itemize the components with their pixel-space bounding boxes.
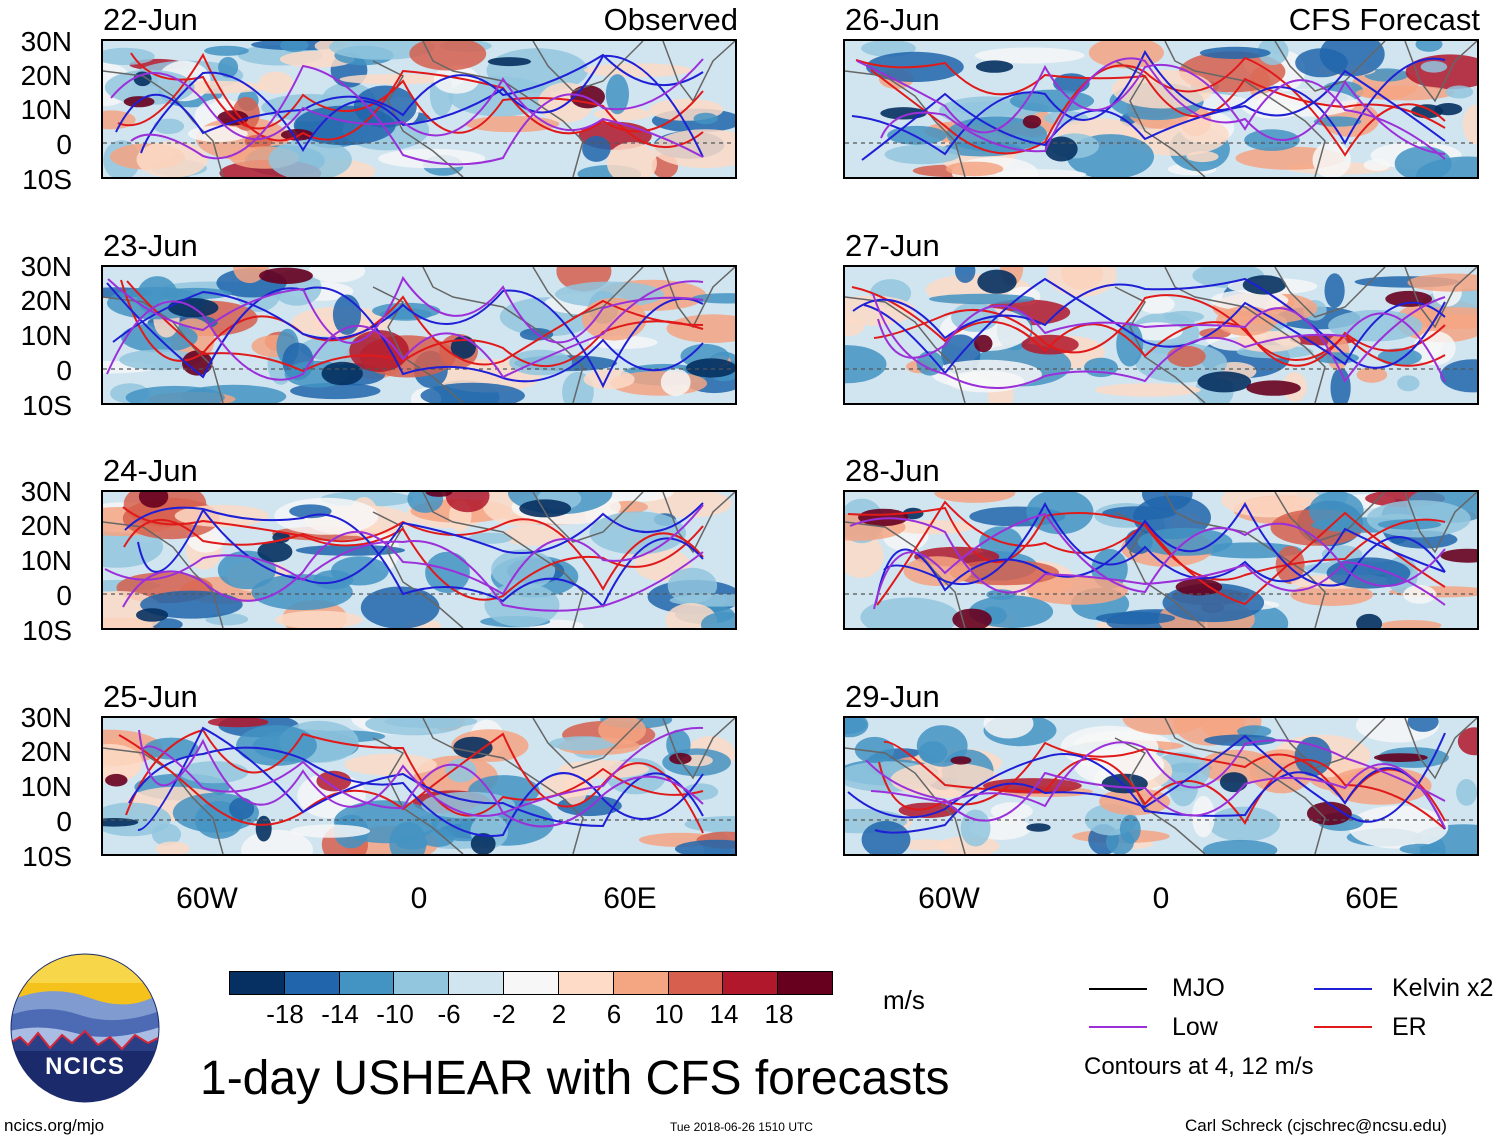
colorbar-label: -6 [437, 999, 461, 1029]
y-tick-label: 20N [20, 285, 72, 316]
forecast-header: CFS Forecast [1288, 2, 1480, 37]
map-panel-23-jun [101, 265, 737, 405]
colorbar-label: 6 [606, 999, 622, 1029]
logo-text: NCICS [45, 1053, 125, 1080]
legend-label-er: ER [1392, 1013, 1427, 1041]
map-panel-25-jun [101, 716, 737, 856]
y-tick-label: 20N [20, 736, 72, 767]
y-tick-label: 20N [20, 510, 72, 541]
x-tick-label: 60E [603, 882, 657, 915]
observed-header: Observed [603, 2, 738, 37]
x-tick-label: 60W [176, 882, 238, 915]
map-field [845, 41, 1477, 177]
y-tick-label: 0 [56, 355, 72, 386]
colorbar-swatch [339, 972, 395, 994]
y-tick-label: 0 [56, 806, 72, 837]
panel-title: 28-Jun [845, 453, 940, 488]
colorbar-swatch [668, 972, 724, 994]
colorbar-swatch [723, 972, 779, 994]
figure-title: 1-day USHEAR with CFS forecasts [200, 1052, 950, 1105]
map-field [103, 267, 735, 403]
map-field [103, 41, 735, 177]
map-panel-24-jun [101, 490, 737, 630]
legend-line-low [1089, 1026, 1147, 1028]
x-tick-label: 0 [410, 882, 428, 915]
colorbar-label: 18 [764, 999, 794, 1029]
colorbar-label: 2 [551, 999, 567, 1029]
colorbar-swatch [504, 972, 559, 994]
panel-title: 25-Jun [103, 679, 198, 714]
y-tick-label: 10S [22, 164, 72, 195]
footer-author: Carl Schreck (cjschrec@ncsu.edu) [1185, 1116, 1447, 1135]
footer-url[interactable]: ncics.org/mjo [4, 1116, 105, 1135]
ncics-logo: NCICS [10, 953, 160, 1103]
colorbar-swatch [613, 972, 669, 994]
map-field [103, 492, 735, 628]
panel-title: 29-Jun [845, 679, 940, 714]
colorbar [229, 971, 833, 995]
panel-title: 22-Jun [103, 2, 198, 37]
colorbar-units: m/s [883, 985, 925, 1015]
y-tick-label: 10N [20, 94, 72, 125]
x-tick-label: 60E [1345, 882, 1399, 915]
y-tick-label: 10N [20, 545, 72, 576]
colorbar-label: 10 [654, 999, 684, 1029]
y-tick-label: 10S [22, 615, 72, 646]
legend-label-low: Low [1172, 1013, 1218, 1041]
y-tick-label: 10N [20, 320, 72, 351]
legend-line-er [1314, 1026, 1372, 1028]
legend-label-kelvin: Kelvin x2 [1392, 974, 1494, 1002]
colorbar-label: -10 [376, 999, 414, 1029]
colorbar-swatch [230, 972, 285, 994]
x-tick-label: 0 [1152, 882, 1170, 915]
map-panel-26-jun [843, 39, 1479, 179]
y-tick-label: 20N [20, 60, 72, 91]
legend-label-mjo: MJO [1172, 974, 1225, 1002]
colorbar-swatch [778, 972, 832, 994]
map-field [845, 267, 1477, 403]
legend-note: Contours at 4, 12 m/s [1084, 1053, 1314, 1080]
map-field [845, 718, 1477, 854]
colorbar-swatch [449, 972, 505, 994]
colorbar-label: -14 [321, 999, 359, 1029]
map-panel-28-jun [843, 490, 1479, 630]
map-field [845, 492, 1477, 628]
y-tick-label: 10S [22, 841, 72, 872]
y-tick-label: 0 [56, 580, 72, 611]
footer-timestamp: Tue 2018-06-26 1510 UTC [670, 1120, 813, 1134]
y-tick-label: 10N [20, 771, 72, 802]
colorbar-swatch [284, 972, 340, 994]
legend-line-mjo [1089, 988, 1147, 990]
y-tick-label: 10S [22, 390, 72, 421]
map-panel-22-jun [101, 39, 737, 179]
y-tick-label: 30N [20, 26, 72, 57]
ncics-logo-icon [10, 953, 160, 1103]
y-tick-label: 30N [20, 251, 72, 282]
colorbar-label: 14 [709, 999, 739, 1029]
colorbar-label: -2 [492, 999, 516, 1029]
map-field [103, 718, 735, 854]
y-tick-label: 30N [20, 702, 72, 733]
map-panel-27-jun [843, 265, 1479, 405]
colorbar-swatch [558, 972, 614, 994]
x-tick-label: 60W [918, 882, 980, 915]
panel-title: 26-Jun [845, 2, 940, 37]
legend-line-kelvin [1314, 988, 1372, 990]
y-tick-label: 0 [56, 129, 72, 160]
y-tick-label: 30N [20, 476, 72, 507]
colorbar-swatch [394, 972, 450, 994]
panel-title: 24-Jun [103, 453, 198, 488]
map-panel-29-jun [843, 716, 1479, 856]
panel-title: 23-Jun [103, 228, 198, 263]
panel-title: 27-Jun [845, 228, 940, 263]
colorbar-label: -18 [266, 999, 304, 1029]
